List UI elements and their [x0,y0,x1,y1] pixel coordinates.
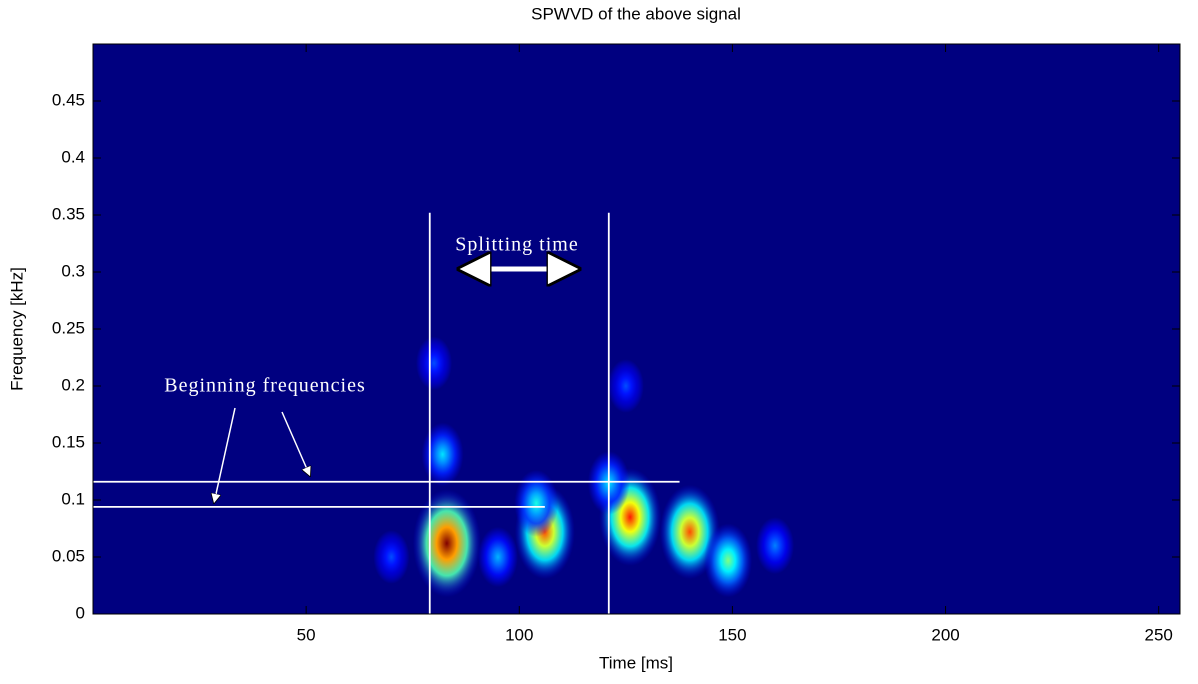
heat-blob [704,523,753,598]
x-tick-label: 150 [718,625,746,644]
x-axis-label: Time [ms] [599,653,673,672]
y-tick-label: 0.15 [52,432,85,451]
arrow [214,407,236,503]
plot-area: 50 100 150 200 250 0 0.05 0.1 0.15 0.2 0.25 0.3 0.35… [52,43,1181,644]
x-tick-label: 50 [297,625,316,644]
y-tick-label: 0.1 [61,489,85,508]
y-tick-label: 0.25 [52,318,85,337]
heat-blob [477,526,518,588]
heatmap [373,336,795,598]
annotation: Splitting time [455,234,578,256]
y-tick-label: 0.2 [61,375,85,394]
y-tick-label: 0.3 [61,261,85,280]
y-tick-label: 0.45 [52,90,85,109]
heat-blob [514,469,559,538]
heat-blob [756,517,795,575]
y-tick-label: 0.05 [52,546,85,565]
heat-blob [607,359,644,413]
heat-blob [421,422,464,487]
y-axis-label: Frequency [kHz] [7,267,26,391]
heat-blob [373,530,410,584]
chart-title: SPWVD of the above signal [531,4,741,23]
annotation: Beginning frequencies [164,375,366,397]
y-tick-label: 0.35 [52,204,85,223]
annotations: Splitting time Beginning frequencies [164,234,578,503]
y-tick-label: 0.4 [61,147,85,166]
y-tick-label: 0 [76,603,85,622]
x-tick-label: 250 [1144,625,1172,644]
x-tick-label: 200 [931,625,959,644]
arrow [281,411,310,476]
heat-blob [416,336,453,391]
x-tick-label: 100 [505,625,533,644]
heat-blob [412,489,481,598]
